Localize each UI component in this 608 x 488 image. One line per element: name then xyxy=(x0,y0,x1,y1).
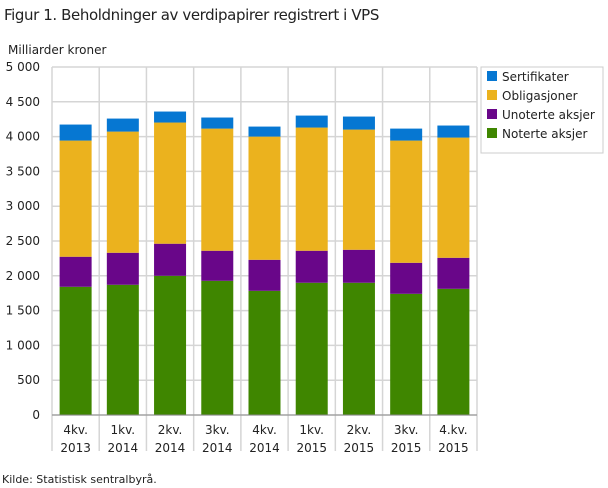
bar-segment xyxy=(106,131,139,253)
x-tick-label: 4.kv. xyxy=(439,423,467,437)
bar-segment xyxy=(154,122,187,244)
x-tick-label: 2015 xyxy=(296,441,327,455)
bar-segment xyxy=(201,280,234,415)
bar-segment xyxy=(342,249,375,283)
x-tick-label: 2014 xyxy=(249,441,280,455)
bar-segment xyxy=(390,128,423,141)
x-tick-label: 1kv. xyxy=(299,423,324,437)
legend-swatch xyxy=(487,90,497,100)
bar-segment xyxy=(295,127,328,251)
x-tick-label: 2014 xyxy=(108,441,139,455)
bar-segment xyxy=(390,140,423,263)
bar-segment xyxy=(106,252,139,285)
x-tick-label: 4kv. xyxy=(252,423,277,437)
y-tick-label: 500 xyxy=(17,373,40,387)
bar-segment xyxy=(295,250,328,283)
legend-label: Noterte aksjer xyxy=(502,127,588,141)
y-tick-label: 3 500 xyxy=(6,164,40,178)
y-tick-label: 2 500 xyxy=(6,234,40,248)
bar-segment xyxy=(59,124,92,141)
bar-segment xyxy=(390,262,423,294)
bar-segment xyxy=(437,288,470,415)
bar-segment xyxy=(59,140,92,257)
legend-label: Sertifikater xyxy=(502,70,569,84)
x-tick-label: 2015 xyxy=(344,441,375,455)
y-tick-label: 3 000 xyxy=(6,199,40,213)
x-tick-label: 2015 xyxy=(391,441,422,455)
bar-segment xyxy=(106,118,139,132)
y-tick-label: 2 000 xyxy=(6,269,40,283)
chart-title: Figur 1. Beholdninger av verdipapirer re… xyxy=(4,6,379,24)
bar-segment xyxy=(154,111,187,123)
bar-segment xyxy=(295,282,328,415)
x-tick-label: 2kv. xyxy=(347,423,372,437)
x-tick-label: 2kv. xyxy=(158,423,183,437)
bar-segment xyxy=(437,137,470,258)
bar-segment xyxy=(59,256,92,287)
x-tick-label: 3kv. xyxy=(394,423,419,437)
legend-box xyxy=(480,66,604,154)
bar-segment xyxy=(342,116,375,130)
legend-label: Obligasjoner xyxy=(502,89,578,103)
x-tick-label: 3kv. xyxy=(205,423,230,437)
bar-segment xyxy=(201,250,234,281)
y-tick-label: 4 500 xyxy=(6,95,40,109)
bar-segment xyxy=(295,115,328,128)
bar-segment xyxy=(248,259,281,291)
x-tick-label: 1kv. xyxy=(111,423,136,437)
legend-swatch xyxy=(487,109,497,119)
legend-swatch xyxy=(487,128,497,138)
bar-segment xyxy=(342,282,375,415)
bar-segment xyxy=(248,290,281,415)
y-tick-label: 1 500 xyxy=(6,304,40,318)
bar-segment xyxy=(390,293,423,415)
bar-segment xyxy=(106,284,139,415)
source-note: Kilde: Statistisk sentralbyrå. xyxy=(2,473,157,486)
x-tick-label: 4kv. xyxy=(63,423,88,437)
bar-segment xyxy=(437,125,470,138)
y-tick-label: 5 000 xyxy=(6,60,40,74)
bar-segment xyxy=(248,126,281,137)
bar-segment xyxy=(201,117,234,129)
y-tick-label: 1 000 xyxy=(6,338,40,352)
y-tick-label: 0 xyxy=(32,408,40,422)
legend-label: Unoterte aksjer xyxy=(502,108,595,122)
bar-segment xyxy=(59,286,92,415)
x-tick-label: 2014 xyxy=(202,441,233,455)
bar-segment xyxy=(201,128,234,251)
y-tick-label: 4 000 xyxy=(6,130,40,144)
legend-swatch xyxy=(487,71,497,81)
x-tick-label: 2013 xyxy=(60,441,91,455)
bar-segment xyxy=(437,257,470,289)
x-tick-label: 2014 xyxy=(155,441,186,455)
bar-segment xyxy=(342,129,375,250)
bar-segment xyxy=(154,275,187,415)
bar-segment xyxy=(154,243,187,276)
y-axis-label: Milliarder kroner xyxy=(8,43,107,57)
bar-segment xyxy=(248,136,281,260)
x-tick-label: 2015 xyxy=(438,441,469,455)
